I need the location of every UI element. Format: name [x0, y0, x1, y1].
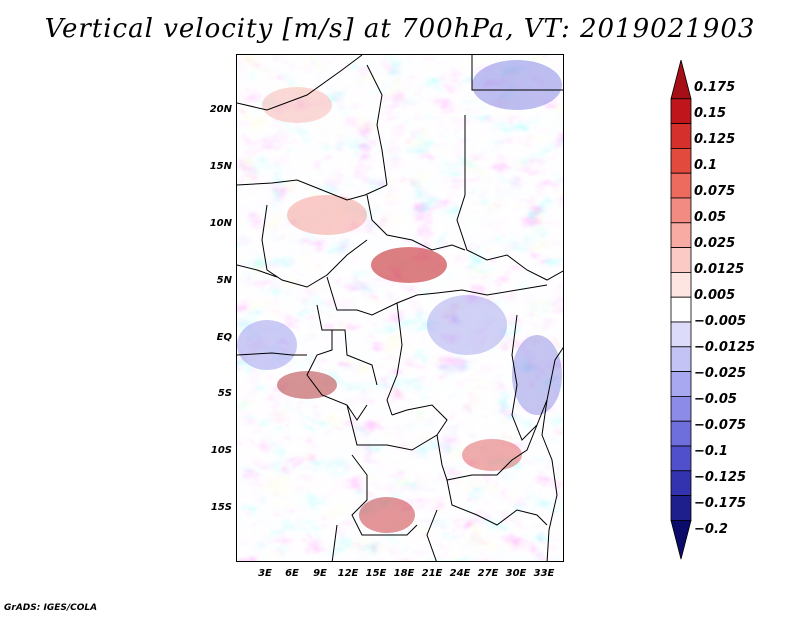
lat-label: 10N [209, 218, 232, 229]
colorbar-label: −0.025 [694, 366, 747, 381]
border-line [261, 204, 368, 288]
vertical-velocity-field [237, 55, 563, 561]
colorbar-segment [670, 395, 692, 422]
colorbar-label: −0.05 [694, 392, 737, 407]
lon-label: 3E [258, 568, 272, 579]
colorbar-segment [670, 420, 692, 447]
border-line [366, 64, 388, 186]
colorbar-label: 0.15 [694, 106, 727, 121]
colorbar-segment [670, 271, 692, 298]
border-line [351, 454, 418, 536]
colorbar-segment [670, 495, 692, 521]
border-line [237, 352, 307, 356]
colorbar-label: 0.0125 [694, 262, 745, 277]
colorbar-segment [670, 445, 692, 472]
border-line [436, 424, 538, 481]
lon-label: 12E [337, 568, 359, 579]
border-line [326, 276, 548, 316]
updraft-area [277, 371, 337, 399]
colorbar-label: −0.005 [694, 314, 747, 329]
lat-label: 10S [210, 445, 232, 456]
colorbar-label: 0.075 [694, 184, 736, 199]
colorbar-segment [670, 321, 692, 348]
field-detail [237, 55, 563, 561]
lat-label: 15S [210, 502, 232, 513]
colorbar-label: 0.025 [694, 236, 736, 251]
colorbar-label: −0.075 [694, 418, 747, 433]
colorbar-segment [670, 123, 692, 149]
colorbar-label: 0.05 [694, 210, 727, 225]
border-line [237, 55, 363, 111]
colorbar-label: −0.2 [694, 522, 728, 537]
border-line [237, 179, 388, 201]
colorbar-label: 0.1 [694, 158, 718, 173]
colorbar-segment [670, 172, 692, 199]
chart-title: Vertical velocity [m/s] at 700hPa, VT: 2… [44, 14, 756, 44]
footer-credit: GrADS: IGES/COLA [4, 603, 98, 613]
lat-label: EQ [216, 332, 232, 343]
colorbar-label: −0.1 [694, 444, 728, 459]
border-line [446, 479, 548, 526]
downdraft-area [237, 320, 297, 370]
border-line [471, 55, 563, 91]
border-line [331, 524, 338, 561]
colorbar-top-arrow [670, 60, 692, 100]
lon-label: 6E [285, 568, 299, 579]
colorbar-bottom-arrow [670, 519, 692, 560]
lon-label: 33E [533, 568, 555, 579]
colorbar-label: 0.005 [694, 288, 736, 303]
downdraft-area [427, 295, 507, 355]
lon-label: 15E [365, 568, 387, 579]
lon-label: 30E [505, 568, 527, 579]
border-line [306, 330, 368, 421]
colorbar-label: −0.175 [694, 496, 747, 511]
lon-label: 24E [449, 568, 471, 579]
border-line [456, 115, 563, 281]
downdraft-area [512, 335, 562, 415]
border-line [237, 264, 278, 278]
colorbar-label: 0.125 [694, 132, 736, 147]
downdraft-area [472, 60, 562, 110]
lat-label: 5S [217, 388, 232, 399]
lat-label: 20N [209, 104, 232, 115]
country-borders [237, 55, 563, 561]
border-line [541, 399, 558, 561]
lon-label: 18E [393, 568, 415, 579]
colorbar-segment [670, 470, 692, 496]
updraft-area [371, 247, 447, 283]
lon-label: 21E [421, 568, 443, 579]
colorbar-segment [670, 148, 692, 174]
lon-label: 27E [477, 568, 499, 579]
updraft-area [287, 195, 367, 235]
border-line [511, 314, 563, 441]
colorbar-segment [670, 371, 692, 397]
lat-label: 15N [209, 161, 232, 172]
border-line [366, 194, 466, 251]
updraft-area [262, 87, 332, 123]
colorbar-label: −0.125 [694, 470, 747, 485]
border-line [386, 302, 403, 416]
map-panel [236, 54, 564, 562]
updraft-area [359, 497, 415, 533]
updraft-area [462, 439, 522, 471]
colorbar [670, 60, 692, 560]
lon-label: 9E [313, 568, 327, 579]
colorbar-segment [670, 346, 692, 372]
colorbar-label: 0.175 [694, 80, 736, 95]
colorbar-segment [670, 247, 692, 273]
colorbar-segment [670, 98, 692, 124]
colorbar-segment [670, 222, 692, 249]
border-line [316, 304, 378, 386]
lat-label: 5N [216, 275, 232, 286]
colorbar-segment [670, 296, 692, 323]
colorbar-label: −0.0125 [694, 340, 756, 355]
border-line [426, 509, 438, 561]
colorbar-segment [670, 197, 692, 224]
